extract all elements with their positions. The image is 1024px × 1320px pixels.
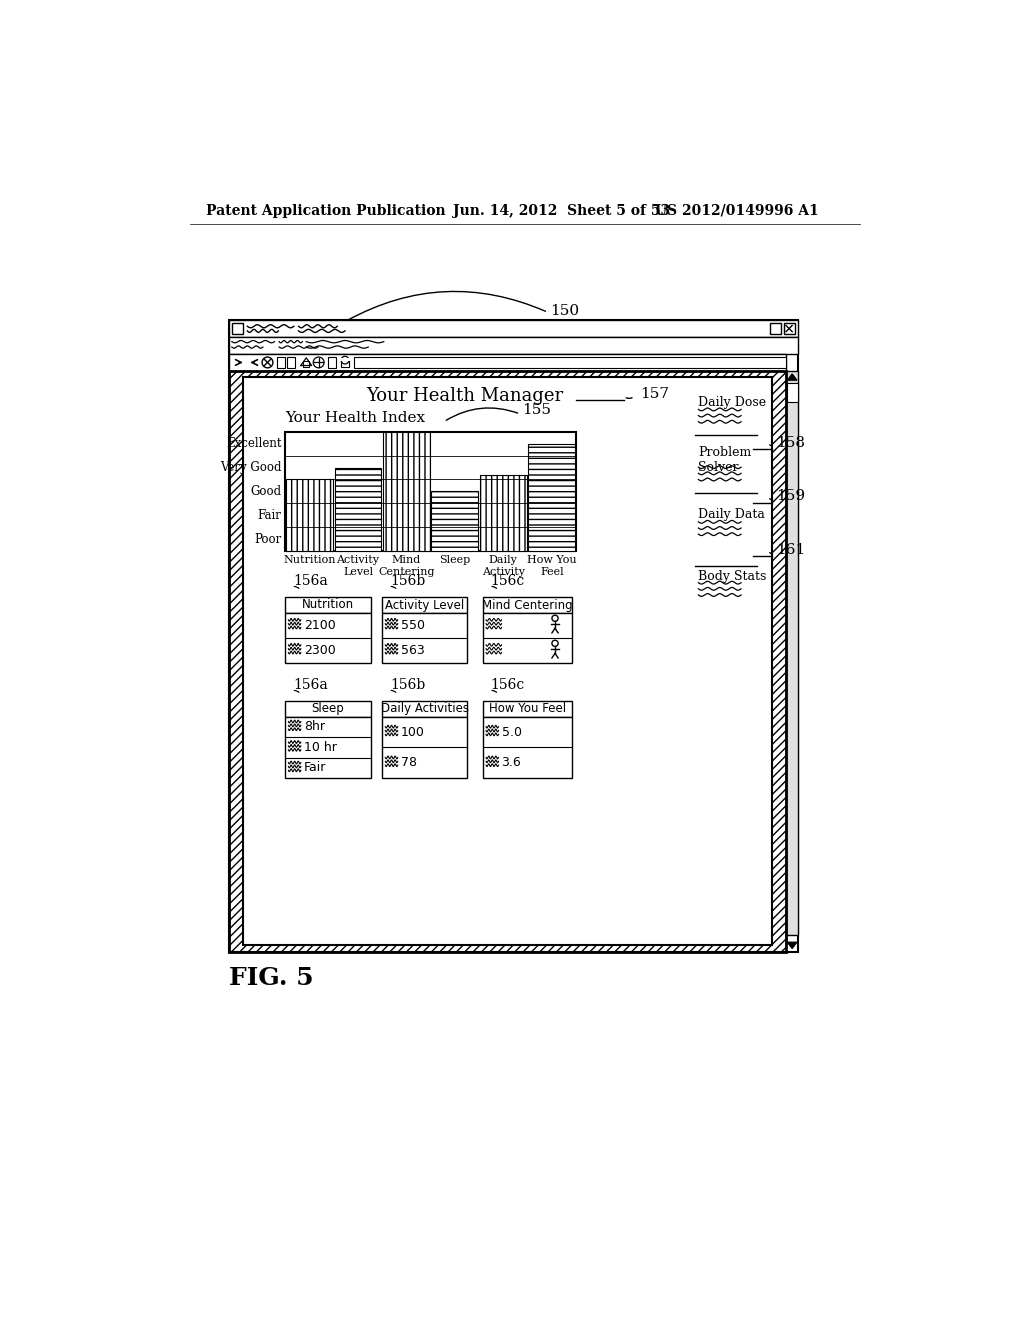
- Polygon shape: [787, 942, 797, 948]
- Bar: [228, 337, 799, 354]
- Text: 2100: 2100: [304, 619, 336, 632]
- Text: Activity
Level: Activity Level: [337, 554, 380, 577]
- Text: Jun. 14, 2012  Sheet 5 of 53: Jun. 14, 2012 Sheet 5 of 53: [454, 203, 671, 218]
- Text: 5.0: 5.0: [502, 726, 521, 739]
- Bar: [383, 432, 430, 552]
- Text: Fair: Fair: [304, 762, 327, 775]
- Text: 156c: 156c: [490, 574, 525, 589]
- Text: 155: 155: [522, 403, 551, 417]
- Text: Problem
Solver: Problem Solver: [698, 446, 752, 474]
- Text: 8hr: 8hr: [304, 721, 325, 734]
- Text: Patent Application Publication: Patent Application Publication: [206, 203, 445, 218]
- Text: Very Good: Very Good: [220, 461, 282, 474]
- Text: 2300: 2300: [304, 644, 336, 657]
- Text: 161: 161: [776, 544, 805, 557]
- Bar: [228, 321, 799, 952]
- Text: 3.6: 3.6: [502, 756, 521, 770]
- Text: Mind
Centering: Mind Centering: [378, 554, 434, 577]
- Text: Excellent: Excellent: [226, 437, 282, 450]
- Bar: [228, 354, 786, 371]
- Text: Body Stats: Body Stats: [698, 570, 767, 582]
- Text: Sleep: Sleep: [439, 554, 470, 565]
- Bar: [483, 597, 572, 612]
- Bar: [341, 360, 349, 367]
- Text: Poor: Poor: [254, 533, 282, 545]
- Text: Fair: Fair: [258, 508, 282, 521]
- Text: Good: Good: [250, 484, 282, 498]
- Bar: [786, 383, 798, 403]
- Bar: [286, 612, 371, 663]
- Text: Your Health Index: Your Health Index: [286, 411, 425, 425]
- Bar: [382, 597, 467, 612]
- Bar: [286, 701, 371, 717]
- Bar: [286, 479, 333, 552]
- Bar: [228, 371, 786, 952]
- Text: 158: 158: [776, 436, 805, 450]
- Text: 156a: 156a: [293, 574, 328, 589]
- Text: Daily Data: Daily Data: [698, 508, 765, 521]
- Text: 156b: 156b: [390, 678, 425, 692]
- Text: 156b: 156b: [390, 574, 425, 589]
- Bar: [286, 432, 575, 552]
- Bar: [483, 717, 572, 779]
- Text: Activity Level: Activity Level: [385, 598, 465, 611]
- Text: 550: 550: [400, 619, 425, 632]
- Text: Sleep: Sleep: [311, 702, 344, 715]
- Bar: [228, 321, 799, 337]
- Text: 156c: 156c: [490, 678, 525, 692]
- Bar: [231, 323, 243, 334]
- Bar: [303, 360, 309, 367]
- Bar: [783, 323, 795, 334]
- Text: 159: 159: [776, 490, 805, 503]
- Bar: [431, 491, 478, 552]
- Bar: [528, 444, 575, 552]
- Text: 10 hr: 10 hr: [304, 741, 337, 754]
- Bar: [286, 717, 371, 779]
- Bar: [483, 701, 572, 717]
- Text: FIG. 5: FIG. 5: [228, 966, 313, 990]
- Bar: [287, 358, 295, 368]
- Text: How You
Feel: How You Feel: [527, 554, 577, 577]
- Bar: [328, 358, 337, 368]
- Text: 156a: 156a: [293, 678, 328, 692]
- Bar: [382, 701, 467, 717]
- Bar: [786, 371, 799, 935]
- Text: Nutrition: Nutrition: [284, 554, 336, 565]
- Bar: [335, 467, 381, 552]
- Polygon shape: [787, 374, 797, 380]
- Text: Daily Activities: Daily Activities: [381, 702, 469, 715]
- Text: 100: 100: [400, 726, 425, 739]
- Text: US 2012/0149996 A1: US 2012/0149996 A1: [655, 203, 819, 218]
- Text: Your Health Manager: Your Health Manager: [367, 387, 563, 405]
- Bar: [770, 323, 781, 334]
- Bar: [382, 717, 467, 779]
- Text: 150: 150: [550, 304, 580, 318]
- Text: 78: 78: [400, 756, 417, 770]
- Text: Daily Dose: Daily Dose: [698, 396, 767, 409]
- Text: Nutrition: Nutrition: [302, 598, 354, 611]
- Bar: [276, 358, 286, 368]
- Text: Mind Centering: Mind Centering: [482, 598, 572, 611]
- Text: 157: 157: [640, 387, 669, 401]
- Bar: [354, 358, 786, 368]
- Bar: [243, 378, 772, 945]
- Bar: [483, 612, 572, 663]
- Bar: [340, 358, 349, 360]
- Text: Daily
Activity: Daily Activity: [482, 554, 524, 577]
- Text: 563: 563: [400, 644, 425, 657]
- Bar: [480, 475, 526, 552]
- Bar: [382, 612, 467, 663]
- Text: How You Feel: How You Feel: [488, 702, 566, 715]
- Bar: [286, 597, 371, 612]
